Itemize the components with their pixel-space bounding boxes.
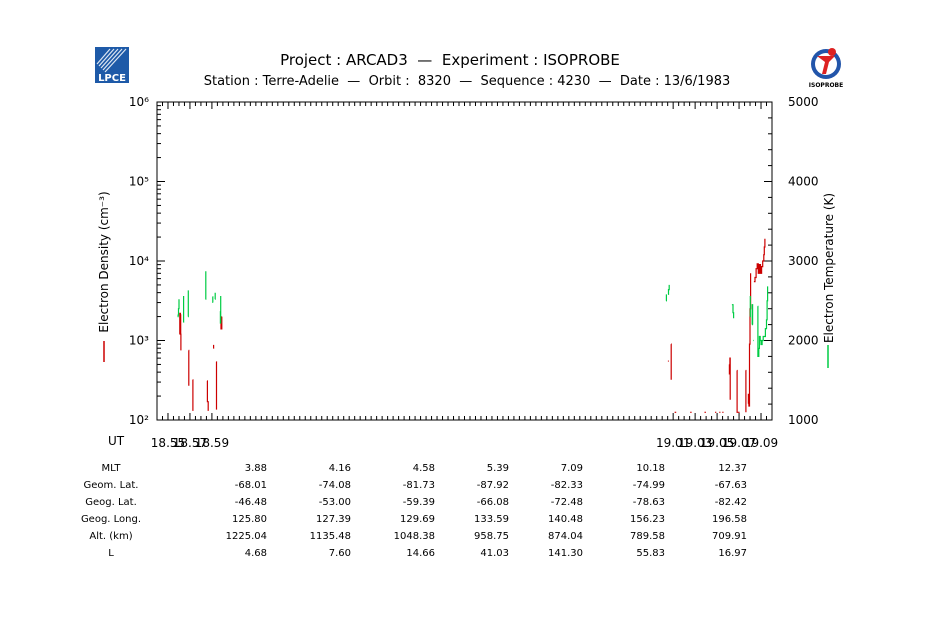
y-tick-label: 10⁵	[129, 175, 149, 189]
ephemeris-value: -74.08	[319, 480, 351, 491]
ephemeris-value: -67.63	[715, 480, 747, 491]
ephemeris-value: 129.69	[400, 514, 435, 525]
x-tick-label: 19.09	[744, 436, 778, 450]
y-axis-right-title: Electron Temperature (K)	[822, 193, 836, 343]
ephemeris-value: -81.73	[403, 480, 435, 491]
y2-tick-label: 2000	[788, 334, 819, 348]
chart-subtitle: Station : Terre-Adelie — Orbit : 8320 — …	[204, 74, 731, 89]
ephemeris-row-label: Geog. Long.	[81, 514, 141, 525]
y-axis-right: 1000 2000 3000 4000 5000	[764, 95, 819, 427]
lpce-logo-text: LPCE	[98, 73, 126, 84]
x-tick-label: 19.05	[700, 436, 734, 450]
ephemeris-value: 127.39	[316, 514, 351, 525]
ephemeris-value: 5.39	[487, 463, 509, 474]
ephemeris-value: -72.48	[551, 497, 583, 508]
isoprobe-logo: ISOPROBE	[809, 48, 843, 89]
y-axis-left: 10² 10³ 10⁴ 10⁵ 10⁶	[129, 95, 165, 427]
y-tick-label: 10⁴	[129, 254, 149, 268]
density-trace	[179, 312, 182, 351]
ephemeris-value: -82.33	[551, 480, 583, 491]
ephemeris-value: 958.75	[474, 531, 509, 542]
ephemeris-value: 140.48	[548, 514, 583, 525]
ephemeris-value: 3.88	[245, 463, 267, 474]
x-tick-label: 18.55	[151, 436, 185, 450]
ephemeris-value: -68.01	[235, 480, 267, 491]
ephemeris-value: 196.58	[712, 514, 747, 525]
lpce-logo: LPCE	[95, 47, 129, 84]
x-tick-label: 19.01	[656, 436, 690, 450]
density-trace	[736, 369, 740, 413]
ephemeris-table: MLT 3.88 4.16 4.58 5.39 7.09 10.18 12.37 Geom. L…	[81, 463, 747, 559]
chart-title: Project : ARCAD3 — Experiment : ISOPROBE	[280, 51, 620, 69]
ephemeris-value: -74.99	[633, 480, 665, 491]
temperature-trace	[667, 284, 670, 295]
ephemeris-value: -78.63	[633, 497, 665, 508]
temperature-trace	[751, 304, 754, 326]
x-tick-label: 19.07	[722, 436, 756, 450]
ephemeris-value: 10.18	[636, 463, 665, 474]
temperature-trace	[177, 299, 180, 318]
ephemeris-row-label: Geog. Lat.	[85, 497, 137, 508]
y-axis-left-title: Electron Density (cm⁻³)	[97, 191, 111, 332]
temperature-trace	[757, 286, 769, 357]
ephemeris-value: 7.60	[329, 548, 351, 559]
temperature-trace	[731, 304, 735, 319]
ephemeris-value: -87.92	[477, 480, 509, 491]
x-tick-label: 18.57	[173, 436, 207, 450]
ephemeris-value: 12.37	[718, 463, 747, 474]
ephemeris-row-label: L	[108, 548, 114, 559]
ephemeris-value: 709.91	[712, 531, 747, 542]
isoprobe-logo-text: ISOPROBE	[809, 82, 843, 89]
plot-frame	[156, 101, 773, 421]
temperature-trace	[212, 296, 214, 303]
ephemeris-value: -53.00	[319, 497, 351, 508]
y-axis-left-label: Electron Density (cm⁻³)	[97, 191, 111, 332]
x-tick-label: 19.03	[678, 436, 712, 450]
ephemeris-row-label: Alt. (km)	[89, 531, 132, 542]
y2-tick-label: 1000	[788, 413, 819, 427]
ephemeris-row-label: MLT	[102, 463, 122, 474]
ephemeris-value: 125.80	[232, 514, 267, 525]
ephemeris-value: 55.83	[636, 548, 665, 559]
series-layer	[177, 238, 769, 413]
y2-tick-label: 4000	[788, 175, 819, 189]
density-trace	[753, 238, 766, 283]
ephemeris-value: 4.68	[245, 548, 267, 559]
ephemeris-value: 874.04	[548, 531, 583, 542]
y-axis-right-label: Electron Temperature (K)	[822, 193, 836, 343]
y2-tick-label: 3000	[788, 254, 819, 268]
y-tick-label: 10²	[129, 413, 149, 427]
ephemeris-value: 41.03	[480, 548, 509, 559]
ephemeris-value: 4.16	[329, 463, 351, 474]
ephemeris-value: -82.42	[715, 497, 747, 508]
x-axis-label: UT	[108, 434, 125, 448]
y-tick-label: 10³	[129, 334, 149, 348]
ephemeris-value: 4.58	[413, 463, 435, 474]
ephemeris-value: 7.09	[561, 463, 583, 474]
ephemeris-row-label: Geom. Lat.	[84, 480, 139, 491]
ephemeris-value: 1048.38	[394, 531, 435, 542]
ephemeris-value: 141.30	[548, 548, 583, 559]
ephemeris-value: -59.39	[403, 497, 435, 508]
ephemeris-value: 16.97	[718, 548, 747, 559]
temperature-trace	[219, 296, 222, 324]
ephemeris-value: -46.48	[235, 497, 267, 508]
density-trace	[728, 357, 731, 400]
y-tick-label: 10⁶	[129, 95, 149, 109]
x-tick-label: 18.59	[195, 436, 229, 450]
ephemeris-value: 133.59	[474, 514, 509, 525]
y2-tick-label: 5000	[788, 95, 819, 109]
density-trace	[747, 273, 752, 407]
ephemeris-value: 789.58	[630, 531, 665, 542]
ephemeris-value: -66.08	[477, 497, 509, 508]
ephemeris-value: 156.23	[630, 514, 665, 525]
ephemeris-value: 14.66	[406, 548, 435, 559]
ephemeris-value: 1225.04	[226, 531, 267, 542]
ephemeris-value: 1135.48	[310, 531, 351, 542]
density-trace	[206, 380, 209, 411]
